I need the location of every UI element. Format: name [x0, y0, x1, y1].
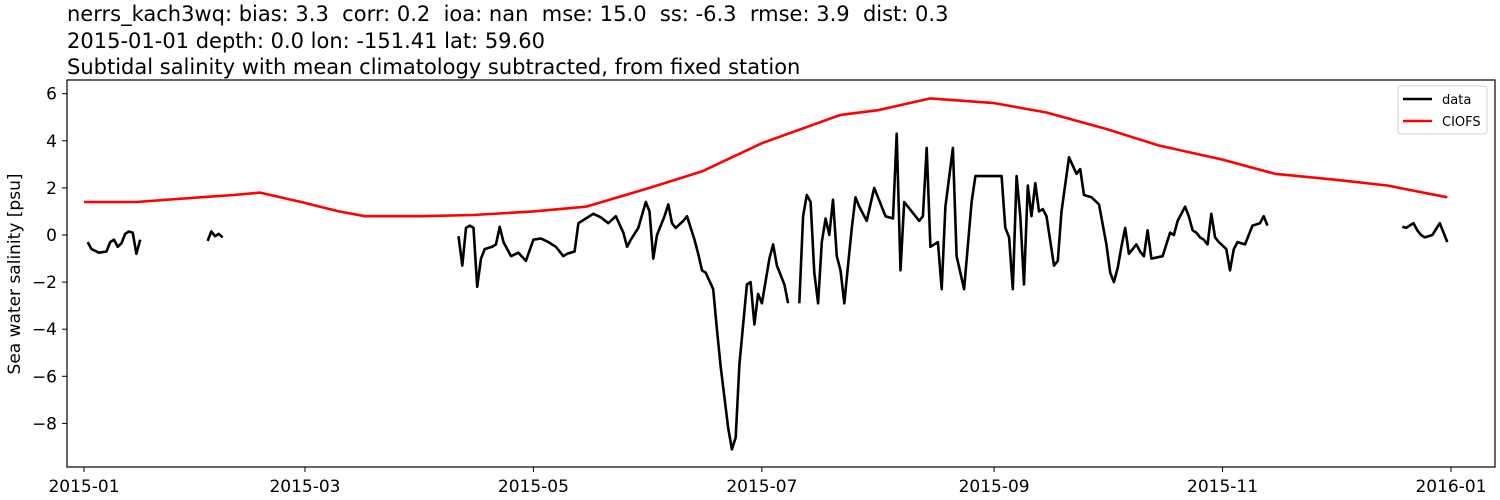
x-tick-label: 2015-09: [959, 477, 1030, 497]
y-tick-label: 0: [46, 226, 57, 246]
x-tick-label: 2015-11: [1187, 477, 1258, 497]
x-axis: 2015-01 2015-03 2015-05 2015-07 2015-09 2015-…: [48, 467, 1487, 497]
x-tick-label: 2015-07: [726, 477, 797, 497]
data-series-line: [1401, 221, 1449, 243]
x-tick-label: 2015-03: [269, 477, 340, 497]
chart-title-location: 2015-01-01 depth: 0.0 lon: -151.41 lat: …: [67, 29, 545, 53]
chart-title-description: Subtidal salinity with mean climatology …: [67, 55, 801, 79]
y-tick-label: −4: [32, 320, 57, 340]
data-series-line: [86, 230, 142, 256]
y-axis-label: Sea water salinity [psu]: [5, 174, 25, 375]
legend-data-label: data: [1442, 93, 1471, 108]
y-tick-label: −8: [32, 414, 57, 434]
data-series-line: [457, 200, 790, 451]
y-tick-label: −2: [32, 273, 57, 293]
x-tick-label: 2015-05: [498, 477, 569, 497]
plot-frame: [66, 79, 1496, 468]
y-tick-label: 4: [46, 132, 57, 152]
x-tick-label: 2016-01: [1415, 477, 1486, 497]
data-series-line: [206, 230, 224, 242]
legend: data CIOFS: [1397, 85, 1488, 135]
legend-ciofs-label: CIOFS: [1442, 115, 1481, 130]
y-tick-label: 2: [46, 179, 57, 199]
x-tick-label: 2015-01: [48, 477, 119, 497]
y-axis: 6 4 2 0 −2 −4 −6 −8: [32, 85, 67, 434]
ciofs-series-line: [84, 97, 1448, 218]
series-layer: [84, 97, 1449, 451]
data-series-line: [798, 132, 1269, 305]
chart-title-stats: nerrs_kach3wq: bias: 3.3 corr: 0.2 ioa: …: [67, 2, 949, 26]
y-tick-label: −6: [32, 367, 57, 387]
y-tick-label: 6: [46, 85, 57, 105]
